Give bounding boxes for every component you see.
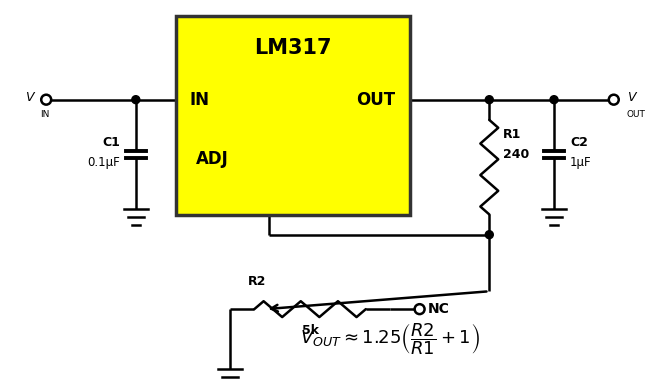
Text: 0.1μF: 0.1μF <box>87 156 120 169</box>
Text: LM317: LM317 <box>254 38 332 58</box>
Text: $V_{OUT} \approx 1.25\left(\dfrac{R2}{R1} + 1\right)$: $V_{OUT} \approx 1.25\left(\dfrac{R2}{R1… <box>300 321 480 357</box>
Text: 5k: 5k <box>302 324 318 337</box>
Text: C2: C2 <box>570 136 588 149</box>
Bar <box>176 16 410 215</box>
Circle shape <box>132 96 140 104</box>
Text: OUT: OUT <box>357 91 396 109</box>
Text: 1μF: 1μF <box>570 156 592 169</box>
Text: IN: IN <box>40 110 50 119</box>
Text: R2: R2 <box>248 275 266 288</box>
Circle shape <box>486 231 493 239</box>
Text: $V$: $V$ <box>627 91 638 104</box>
Text: NC: NC <box>428 302 449 316</box>
Circle shape <box>550 96 558 104</box>
Text: OUT: OUT <box>626 110 645 119</box>
Text: R1: R1 <box>503 128 521 141</box>
Text: ADJ: ADJ <box>196 150 228 168</box>
Text: $V$: $V$ <box>25 91 36 104</box>
Text: C1: C1 <box>102 136 120 149</box>
Text: IN: IN <box>190 91 209 109</box>
Text: 240: 240 <box>503 148 530 161</box>
Circle shape <box>486 96 493 104</box>
